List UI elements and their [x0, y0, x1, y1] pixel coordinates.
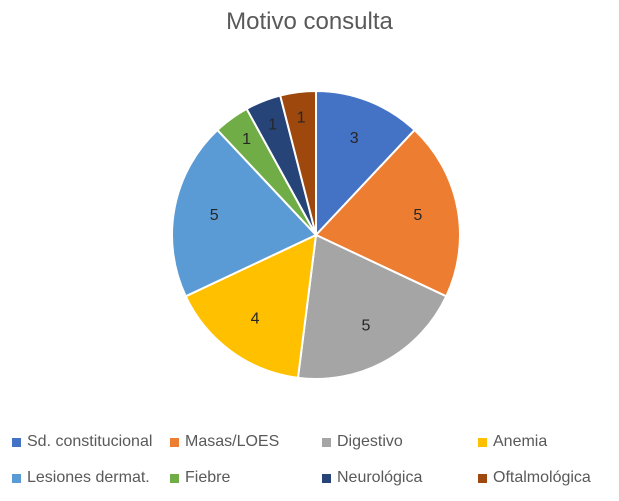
- legend-swatch-fiebre: [170, 473, 179, 483]
- legend-swatch-neurologica: [322, 473, 331, 483]
- legend-label-masas-loes: Masas/LOES: [185, 433, 280, 450]
- data-label-anemia: 4: [251, 310, 260, 327]
- pie-slice-lesiones-dermat: [171, 128, 318, 298]
- legend-label-oftalmologica: Oftalmológica: [493, 469, 591, 486]
- legend-label-neurologica: Neurológica: [337, 469, 423, 486]
- data-label-oftalmologica: 1: [297, 109, 306, 126]
- data-label-sd-constitucional: 3: [350, 130, 359, 147]
- legend-swatch-anemia: [478, 437, 487, 447]
- legend-item-digestivo: Digestivo: [322, 430, 403, 454]
- data-label-fiebre: 1: [242, 131, 251, 148]
- legend-item-anemia: Anemia: [478, 430, 547, 454]
- pie-slice-oftalmologica: [278, 89, 317, 236]
- data-label-masas-loes: 5: [413, 207, 422, 224]
- legend: Sd. constitucional Masas/LOES Digestivo Ane…: [0, 428, 619, 498]
- legend-swatch-masas-loes: [170, 437, 179, 447]
- legend-item-lesiones-dermat: Lesiones dermat.: [12, 466, 150, 490]
- legend-item-oftalmologica: Oftalmológica: [478, 466, 591, 490]
- legend-item-masas-loes: Masas/LOES: [170, 430, 279, 454]
- legend-swatch-sd-constitucional: [12, 437, 21, 447]
- legend-label-lesiones-dermat: Lesiones dermat.: [27, 469, 150, 486]
- legend-swatch-lesiones-dermat: [12, 473, 21, 483]
- legend-item-neurologica: Neurológica: [322, 466, 422, 490]
- legend-label-fiebre: Fiebre: [185, 469, 231, 486]
- legend-swatch-oftalmologica: [478, 473, 487, 483]
- legend-item-fiebre: Fiebre: [170, 466, 230, 490]
- legend-label-anemia: Anemia: [493, 433, 548, 450]
- pie-slice-sd-constitucional: [315, 89, 416, 238]
- chart-title: Motivo consulta: [226, 8, 393, 35]
- data-label-digestivo: 5: [361, 317, 370, 334]
- data-label-lesiones-dermat: 5: [210, 207, 219, 224]
- legend-swatch-digestivo: [322, 437, 331, 447]
- data-label-neurologica: 1: [268, 117, 277, 134]
- legend-label-digestivo: Digestivo: [337, 433, 403, 450]
- pie-slice-anemia: [184, 233, 318, 379]
- pie-slice-digestivo: [296, 233, 448, 380]
- legend-item-sd-constitucional: Sd. constitucional: [12, 430, 152, 454]
- pie-slice-masas-loes: [314, 128, 461, 298]
- legend-label-sd-constitucional: Sd. constitucional: [27, 433, 153, 450]
